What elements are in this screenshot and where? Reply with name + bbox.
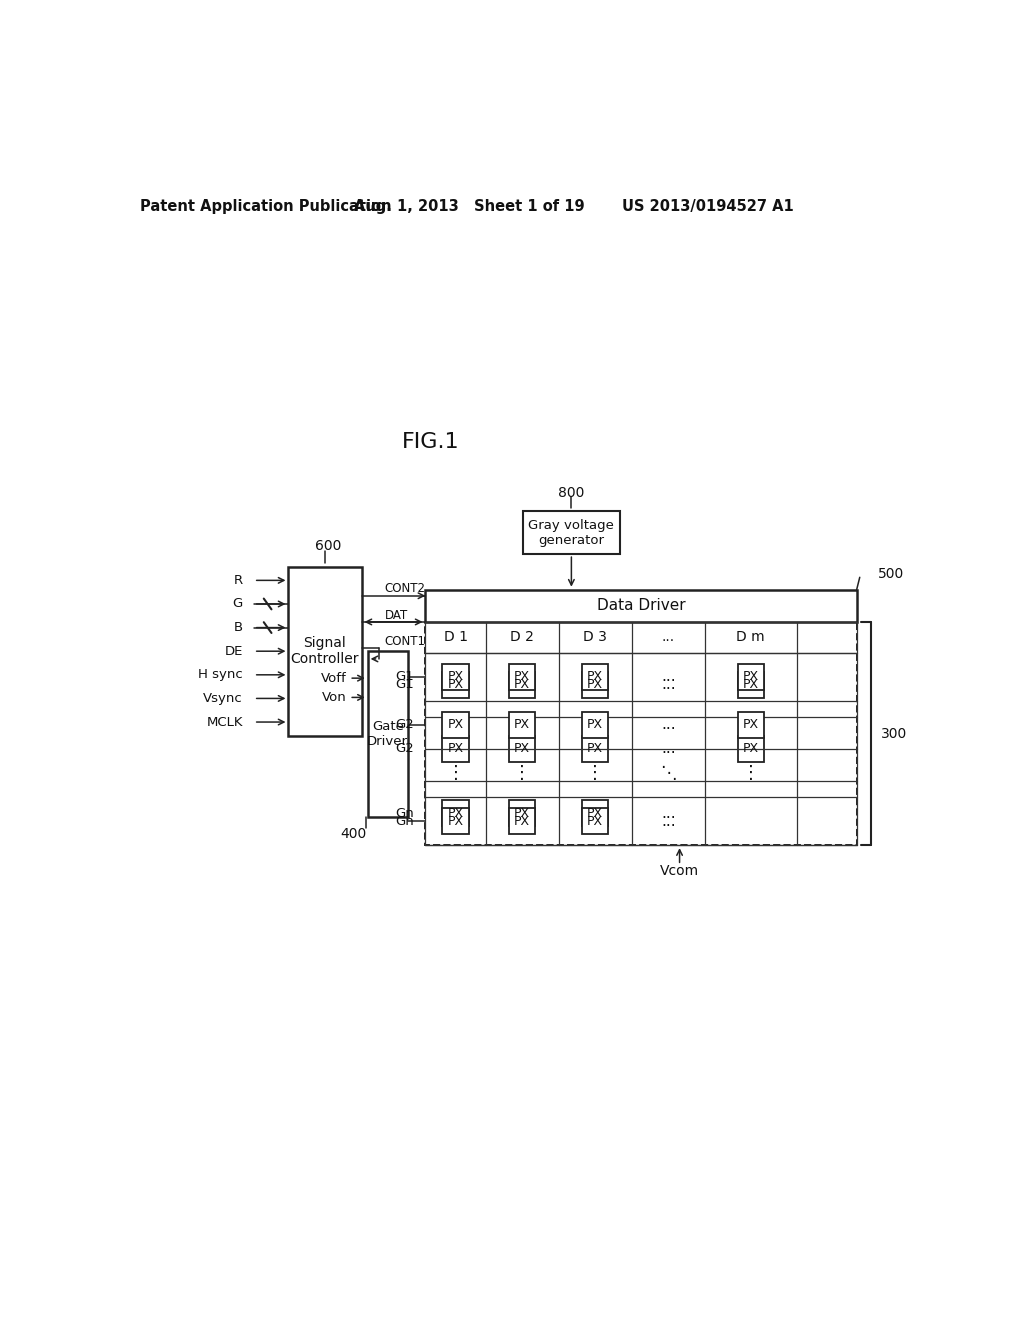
Text: G1: G1 bbox=[395, 678, 414, 692]
Text: FIG.1: FIG.1 bbox=[402, 432, 460, 451]
Bar bbox=[509, 664, 536, 690]
Text: G1: G1 bbox=[395, 671, 414, 684]
Bar bbox=[583, 808, 608, 834]
Bar bbox=[368, 651, 408, 817]
Text: PX: PX bbox=[447, 807, 464, 820]
Text: DAT: DAT bbox=[385, 609, 408, 622]
Text: PX: PX bbox=[587, 671, 603, 684]
Text: PX: PX bbox=[447, 742, 464, 755]
Text: Vcom: Vcom bbox=[660, 865, 699, 878]
Text: D 3: D 3 bbox=[584, 631, 607, 644]
Text: ...: ... bbox=[662, 742, 676, 756]
Text: D 1: D 1 bbox=[443, 631, 468, 644]
Text: MCLK: MCLK bbox=[207, 715, 243, 729]
Text: Signal
Controller: Signal Controller bbox=[291, 636, 359, 667]
Bar bbox=[737, 711, 764, 738]
Text: PX: PX bbox=[742, 718, 759, 731]
Bar bbox=[509, 672, 536, 698]
Text: PX: PX bbox=[587, 678, 603, 692]
Text: PX: PX bbox=[514, 807, 530, 820]
Text: 800: 800 bbox=[558, 486, 585, 499]
Text: ...: ... bbox=[662, 718, 676, 733]
Text: US 2013/0194527 A1: US 2013/0194527 A1 bbox=[623, 198, 794, 214]
Text: 600: 600 bbox=[314, 540, 341, 553]
Text: ⋱: ⋱ bbox=[660, 764, 677, 781]
Text: Aug. 1, 2013   Sheet 1 of 19: Aug. 1, 2013 Sheet 1 of 19 bbox=[354, 198, 585, 214]
Text: 500: 500 bbox=[879, 568, 904, 581]
Bar bbox=[523, 511, 620, 554]
Text: Von: Von bbox=[322, 690, 346, 704]
Text: PX: PX bbox=[514, 678, 530, 692]
Text: 300: 300 bbox=[882, 726, 907, 741]
Text: PX: PX bbox=[447, 671, 464, 684]
Text: D m: D m bbox=[736, 631, 765, 644]
Text: PX: PX bbox=[447, 678, 464, 692]
Text: PX: PX bbox=[587, 742, 603, 755]
Text: CONT1: CONT1 bbox=[385, 635, 426, 648]
Text: PX: PX bbox=[742, 742, 759, 755]
Bar bbox=[509, 800, 536, 826]
Bar bbox=[425, 590, 857, 622]
Text: Voff: Voff bbox=[321, 672, 346, 685]
Text: ...: ... bbox=[662, 677, 676, 692]
Bar bbox=[737, 664, 764, 690]
Text: Gray voltage
generator: Gray voltage generator bbox=[528, 519, 614, 546]
Bar bbox=[737, 672, 764, 698]
Text: G2: G2 bbox=[395, 742, 414, 755]
Text: ⋮: ⋮ bbox=[587, 764, 604, 781]
Text: Vsync: Vsync bbox=[203, 692, 243, 705]
Text: ⋮: ⋮ bbox=[741, 764, 760, 781]
Text: ...: ... bbox=[662, 805, 676, 821]
Text: Patent Application Publication: Patent Application Publication bbox=[139, 198, 391, 214]
Text: PX: PX bbox=[514, 671, 530, 684]
Text: DE: DE bbox=[224, 644, 243, 657]
Bar bbox=[442, 664, 469, 690]
Text: D 2: D 2 bbox=[510, 631, 535, 644]
Text: PX: PX bbox=[587, 814, 603, 828]
Bar bbox=[442, 711, 469, 738]
Bar bbox=[509, 808, 536, 834]
Bar bbox=[583, 737, 608, 762]
Text: ...: ... bbox=[662, 813, 676, 829]
Text: H sync: H sync bbox=[199, 668, 243, 681]
Text: ...: ... bbox=[662, 631, 675, 644]
Text: CONT2: CONT2 bbox=[385, 582, 426, 595]
Bar bbox=[289, 566, 361, 737]
Text: Gn: Gn bbox=[395, 814, 414, 828]
Text: ⋮: ⋮ bbox=[513, 764, 531, 781]
Bar bbox=[583, 711, 608, 738]
Text: PX: PX bbox=[447, 718, 464, 731]
Text: ⋮: ⋮ bbox=[446, 764, 465, 781]
Text: 400: 400 bbox=[341, 826, 367, 841]
Text: G: G bbox=[232, 598, 243, 610]
Bar bbox=[442, 800, 469, 826]
Text: PX: PX bbox=[587, 807, 603, 820]
Text: PX: PX bbox=[514, 742, 530, 755]
Text: PX: PX bbox=[742, 678, 759, 692]
Text: ...: ... bbox=[662, 669, 676, 684]
Bar bbox=[583, 672, 608, 698]
Text: G2: G2 bbox=[395, 718, 414, 731]
Bar bbox=[425, 622, 857, 845]
Text: PX: PX bbox=[742, 671, 759, 684]
Text: PX: PX bbox=[514, 718, 530, 731]
Bar bbox=[509, 737, 536, 762]
Bar bbox=[583, 664, 608, 690]
Bar bbox=[737, 737, 764, 762]
Text: PX: PX bbox=[514, 814, 530, 828]
Text: PX: PX bbox=[587, 718, 603, 731]
Bar bbox=[442, 808, 469, 834]
Bar bbox=[509, 711, 536, 738]
Text: B: B bbox=[233, 622, 243, 634]
Text: Gate
Driver: Gate Driver bbox=[368, 719, 409, 748]
Bar bbox=[442, 672, 469, 698]
Text: PX: PX bbox=[447, 814, 464, 828]
Text: R: R bbox=[233, 574, 243, 587]
Text: Data Driver: Data Driver bbox=[597, 598, 685, 614]
Bar bbox=[442, 737, 469, 762]
Bar bbox=[583, 800, 608, 826]
Text: Gn: Gn bbox=[395, 807, 414, 820]
